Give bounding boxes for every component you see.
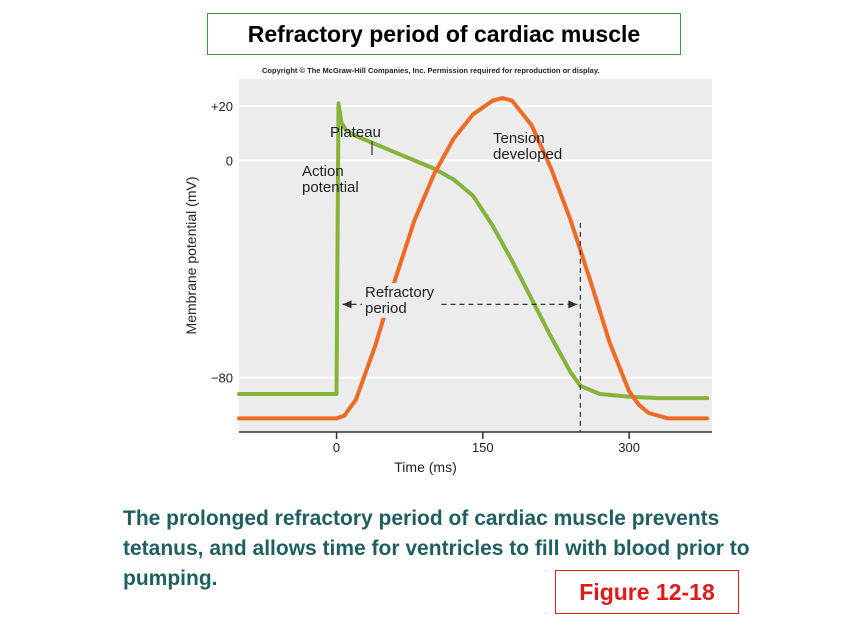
x-tick-label: 0 [333,440,340,455]
action-potential-line [237,101,710,401]
y-tick-label: −80 [211,371,233,386]
x-axis-label: Time (ms) [394,459,456,475]
refractory-period-label: Refractory period [365,284,435,317]
x-tick-label: 300 [618,440,640,455]
plateau-label: Plateau [330,124,381,141]
refractory-arrow-right-head [568,300,578,309]
copyright-notice: Copyright © The McGraw-Hill Companies, I… [262,66,600,75]
refractory-arrow-left-head [342,300,352,309]
slide-title-text: Refractory period of cardiac muscle [247,20,641,47]
plot-background [239,79,712,432]
y-axis-label: Membrane potential (mV) [183,177,199,335]
y-tick-label: +20 [211,99,233,114]
x-tick-label: 150 [472,440,494,455]
action-potential-label: Action potential [302,163,359,196]
figure-label-box: Figure 12-18 [555,570,739,614]
figure-label: Figure 12-18 [579,578,715,605]
y-tick-label: 0 [226,153,233,168]
caption-text: The prolonged refractory period of cardi… [123,507,750,590]
tension-developed-label: Tension developed [493,130,562,163]
refractory-label-background [362,283,438,318]
tension-line [237,96,710,421]
slide-title: Refractory period of cardiac muscle [207,13,681,55]
